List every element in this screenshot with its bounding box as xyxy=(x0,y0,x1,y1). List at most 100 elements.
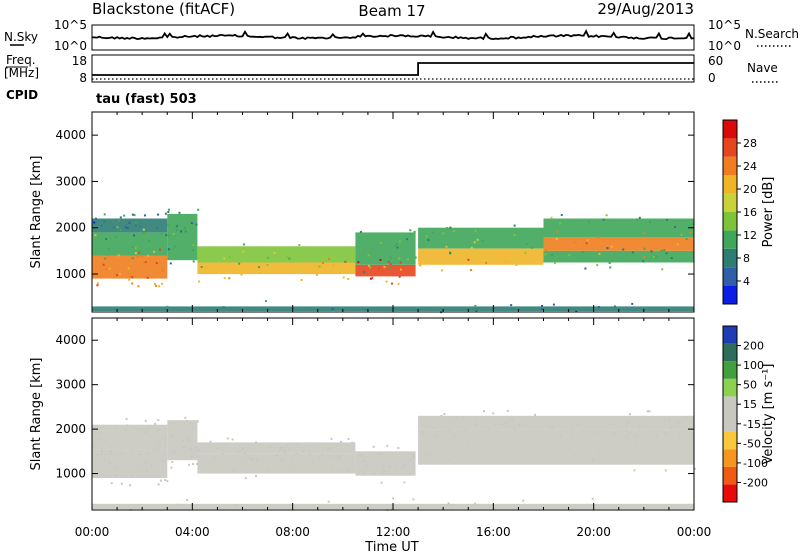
velocity-speckle xyxy=(646,439,649,442)
velocity-speckle xyxy=(443,413,446,416)
velocity-speckle xyxy=(115,474,117,477)
power-speckle xyxy=(178,211,181,214)
power-speckle xyxy=(128,221,131,224)
velocity-speckle xyxy=(170,434,173,437)
power-speckle xyxy=(462,253,465,256)
velocity-speckle xyxy=(388,465,391,468)
power-speckle xyxy=(97,282,99,285)
power-speckle xyxy=(134,252,137,255)
power-speckle xyxy=(140,255,143,258)
velocity-speckle xyxy=(381,473,384,476)
velocity-speckle xyxy=(340,469,343,472)
power-speckle xyxy=(425,235,428,238)
power-speckle xyxy=(238,262,241,265)
velocity-speckle xyxy=(187,437,190,440)
power-speckle xyxy=(643,256,645,259)
power-colorbar-swatch xyxy=(723,285,737,304)
velocity-speckle xyxy=(401,467,404,470)
power-speckle xyxy=(345,260,348,263)
velocity-speckle xyxy=(124,429,127,432)
velocity-speckle xyxy=(138,428,140,431)
power-speckle xyxy=(530,246,533,249)
power-speckle xyxy=(222,306,225,309)
power-speckle xyxy=(631,302,634,305)
power-speckle xyxy=(452,230,455,232)
power-speckle xyxy=(643,247,646,250)
velocity-band-3 xyxy=(197,453,356,474)
velocity-speckle xyxy=(677,422,680,425)
velocity-colorbar-swatch xyxy=(723,414,737,432)
power-speckle xyxy=(476,238,479,241)
velocity-colorbar-swatch xyxy=(723,466,737,485)
velocity-speckle xyxy=(141,428,144,431)
power-speckle xyxy=(449,251,452,254)
power-speckle xyxy=(587,220,590,223)
velocity-speckle xyxy=(386,454,388,457)
velocity-speckle xyxy=(196,454,199,457)
velocity-speckle xyxy=(192,427,195,430)
velocity-speckle xyxy=(113,467,115,470)
power-speckle xyxy=(103,220,106,223)
power-speckle xyxy=(273,251,276,254)
velocity-speckle xyxy=(386,444,389,447)
velocity-speckle xyxy=(251,458,254,461)
velocity-speckle xyxy=(100,452,103,455)
power-speckle xyxy=(243,243,245,246)
velocity-speckle xyxy=(103,458,106,461)
velocity-speckle xyxy=(629,432,632,435)
velocity-speckle xyxy=(157,419,160,421)
power-speckle xyxy=(470,269,473,271)
velocity-speckle xyxy=(483,410,485,413)
velocity-speckle xyxy=(465,441,468,444)
power-speckle xyxy=(169,262,172,265)
power-speckle xyxy=(545,242,548,245)
velocity-speckle xyxy=(98,431,101,434)
velocity-speckle xyxy=(552,425,555,428)
velocity-speckle xyxy=(397,447,400,450)
velocity-speckle xyxy=(613,432,616,435)
power-speckle xyxy=(613,305,616,308)
power-speckle xyxy=(387,260,390,263)
time-tick-label: 00:00 xyxy=(75,525,110,539)
velocity-speckle xyxy=(120,482,123,485)
velocity-speckle xyxy=(377,452,379,455)
velocity-speckle xyxy=(110,446,113,449)
nsky-line xyxy=(91,29,695,41)
power-speckle xyxy=(610,245,613,248)
velocity-speckle xyxy=(115,428,118,431)
velocity-speckle xyxy=(96,454,99,456)
velocity-speckle xyxy=(133,427,136,429)
velocity-colorbar-frame xyxy=(722,325,738,503)
power-speckle xyxy=(556,230,559,233)
velocity-ylabel: Slant Range [km] xyxy=(29,358,44,471)
power-speckle xyxy=(413,230,416,233)
power-ytick-label: 1000 xyxy=(55,267,86,281)
power-speckle xyxy=(510,304,513,307)
power-speckle xyxy=(119,216,122,219)
freq-line xyxy=(92,62,694,76)
velocity-speckle xyxy=(423,433,425,436)
velocity-speckle xyxy=(626,436,628,438)
velocity-speckle xyxy=(146,429,149,432)
power-speckle xyxy=(394,244,397,247)
velocity-ytick-label: 4000 xyxy=(55,333,86,347)
nsky-panel: N.Sky 10^5 10^0 10^5 10^0 N.Search xyxy=(4,18,799,53)
power-speckle xyxy=(597,306,600,309)
velocity-speckle xyxy=(241,447,244,450)
velocity-speckle xyxy=(465,428,467,431)
power-speckle xyxy=(134,247,137,250)
power-speckle xyxy=(114,236,117,239)
velocity-speckle xyxy=(158,441,161,444)
velocity-speckle xyxy=(209,440,212,443)
velocity-colorbar-tick-label: 15 xyxy=(743,398,757,411)
velocity-speckle xyxy=(171,461,174,463)
power-speckle xyxy=(608,262,611,264)
velocity-speckle xyxy=(111,433,113,435)
power-colorbar-swatch xyxy=(723,138,737,157)
velocity-speckle xyxy=(668,418,671,421)
power-speckle xyxy=(474,304,477,307)
velocity-speckle xyxy=(126,467,129,470)
velocity-speckle xyxy=(474,502,477,505)
velocity-speckle xyxy=(182,446,185,449)
